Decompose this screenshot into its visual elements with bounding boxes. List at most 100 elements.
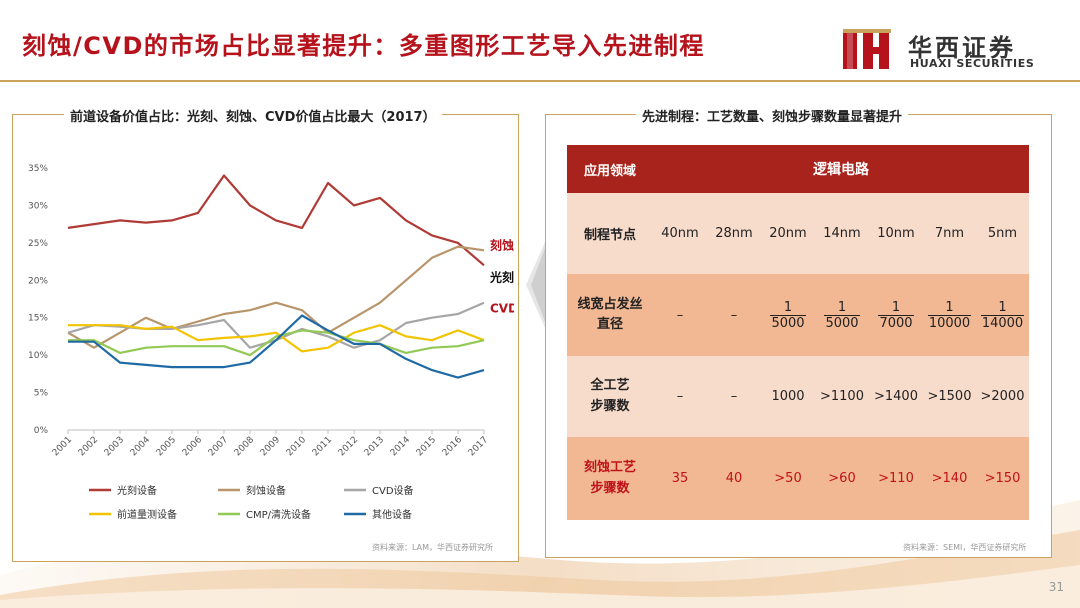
header-value: 逻辑电路	[813, 162, 869, 178]
table-cell: 28nm	[715, 226, 753, 241]
fraction-denominator: 5000	[770, 314, 806, 331]
x-tick-label: 2001	[51, 435, 74, 458]
header-label: 应用领域	[583, 163, 636, 179]
legend-label: CMP/清洗设备	[246, 508, 311, 521]
x-tick-label: 2007	[207, 435, 230, 458]
x-tick-label: 2004	[129, 435, 152, 458]
table-cell: >1500	[927, 389, 972, 404]
y-tick-label: 10%	[28, 351, 48, 361]
x-tick-label: 2005	[155, 435, 178, 458]
table-cell: –	[676, 389, 684, 404]
series-line	[67, 245, 485, 349]
series-annotation: CVD	[490, 302, 514, 316]
table-cell: 7nm	[934, 226, 965, 241]
series-annotation: 刻蚀	[490, 237, 514, 252]
fraction-denominator: 7000	[878, 314, 914, 331]
y-tick-label: 0%	[34, 426, 49, 436]
row-label: 刻蚀工艺 步骤数	[567, 437, 653, 520]
right-source-note: 资料来源：SEMI，华西证券研究所	[903, 543, 1027, 552]
series-line	[68, 324, 485, 353]
table-cell: –	[676, 307, 684, 323]
legend-label: 光刻设备	[117, 484, 157, 497]
header-divider	[0, 80, 1080, 82]
table-cell: –	[730, 389, 738, 404]
y-tick-label: 15%	[28, 314, 48, 324]
legend-label: 前道量测设备	[117, 508, 177, 521]
row-label: 制程节点	[583, 228, 636, 243]
row-label: 全工艺 步骤数	[567, 356, 653, 437]
table-cell: 5nm	[987, 226, 1018, 241]
series-line	[68, 314, 485, 379]
left-panel	[12, 114, 519, 562]
table-cell: >2000	[980, 389, 1025, 404]
row-label-line: 步骤数	[590, 398, 630, 414]
fraction-cell: 1 5000	[815, 274, 869, 356]
y-tick-label: 25%	[28, 239, 48, 249]
x-tick-label: 2006	[181, 435, 204, 458]
row-label-line: 步骤数	[590, 480, 630, 496]
series-annotation: 光刻	[489, 269, 514, 284]
table-row: 刻蚀工艺 步骤数 35 40 >50 >60 >110 >140 >150	[567, 437, 1029, 520]
table-cell: 10nm	[877, 226, 915, 241]
x-tick-label: 2015	[415, 435, 438, 458]
x-tick-label: 2009	[259, 435, 282, 458]
y-tick-label: 35%	[28, 164, 48, 174]
table-cell: >110	[878, 471, 914, 486]
fraction-numerator: 1	[998, 299, 1007, 315]
x-tick-label: 2011	[311, 435, 334, 458]
x-tick-label: 2008	[233, 435, 256, 458]
legend-label: CVD设备	[372, 484, 414, 497]
table-cell: >1400	[874, 389, 918, 404]
table-cell: 1000	[771, 389, 805, 404]
fraction-denominator: 14000	[980, 314, 1025, 331]
page-number: 31	[1048, 580, 1064, 594]
fraction-numerator: 1	[837, 299, 847, 315]
process-table: 应用领域 逻辑电路 制程节点 40nm 28nm 20nm 14nm 10nm …	[567, 145, 1029, 520]
left-panel-title: 前道设备价值占比：光刻、刻蚀、CVD价值占比最大（2017）	[64, 106, 442, 125]
table-header-row: 应用领域 逻辑电路	[567, 145, 1029, 193]
row-label-line: 全工艺	[590, 378, 630, 394]
table-cell: >1100	[820, 389, 864, 404]
row-label-line: 线宽占发丝	[577, 296, 643, 312]
series-line	[68, 329, 485, 357]
x-tick-label: 2017	[467, 435, 490, 458]
logo-english-name: HUAXI SECURITIES	[910, 57, 1035, 70]
fraction-denominator: 5000	[824, 314, 860, 331]
value-share-line-chart: 0%5%10%15%20%25%30%35%2001 2002 2003 2004 20…	[28, 164, 514, 521]
table-cell: 40	[725, 471, 743, 486]
x-tick-label: 2003	[103, 435, 126, 458]
y-tick-label: 20%	[28, 276, 48, 286]
fraction-cell: 1 7000	[869, 274, 923, 356]
legend-label: 其他设备	[372, 508, 412, 521]
fraction-cell: 1 10000	[923, 274, 976, 356]
right-panel-title: 先进制程：工艺数量、刻蚀步骤数量显著提升	[636, 106, 909, 125]
left-source-note: 资料来源：LAM，华西证券研究所	[372, 543, 494, 552]
row-label-line: 刻蚀工艺	[583, 460, 636, 476]
table-cell: >140	[931, 471, 968, 486]
fraction-cell: 1 14000	[976, 274, 1029, 356]
huaxi-logo-icon	[843, 29, 891, 69]
fraction-numerator: 1	[891, 299, 901, 315]
series-line	[67, 174, 485, 267]
row-label-line: 直径	[596, 317, 623, 332]
fraction-numerator: 1	[783, 299, 793, 315]
table-cell: 14nm	[823, 226, 861, 241]
page-title: 刻蚀/CVD的市场占比显著提升：多重图形工艺导入先进制程	[22, 32, 705, 60]
fraction-cell: 1 5000	[761, 274, 815, 356]
table-cell: >60	[828, 471, 856, 486]
legend-label: 刻蚀设备	[246, 484, 286, 497]
table-cell: –	[730, 307, 738, 323]
table-cell: 35	[671, 471, 689, 486]
table-cell: 20nm	[769, 226, 807, 241]
table-row: 全工艺 步骤数 – – 1000 >1100 >1400 >1500 >2000	[567, 356, 1029, 437]
table-cell: >50	[774, 471, 802, 486]
table-cell: >150	[984, 471, 1021, 486]
fraction-numerator: 1	[945, 299, 954, 315]
x-tick-label: 2002	[77, 435, 100, 458]
y-tick-label: 5%	[34, 389, 49, 399]
x-tick-label: 2010	[285, 435, 308, 458]
logo-chinese-name: 华西证券	[908, 34, 1016, 62]
row-label: 线宽占发丝 直径	[567, 274, 653, 356]
